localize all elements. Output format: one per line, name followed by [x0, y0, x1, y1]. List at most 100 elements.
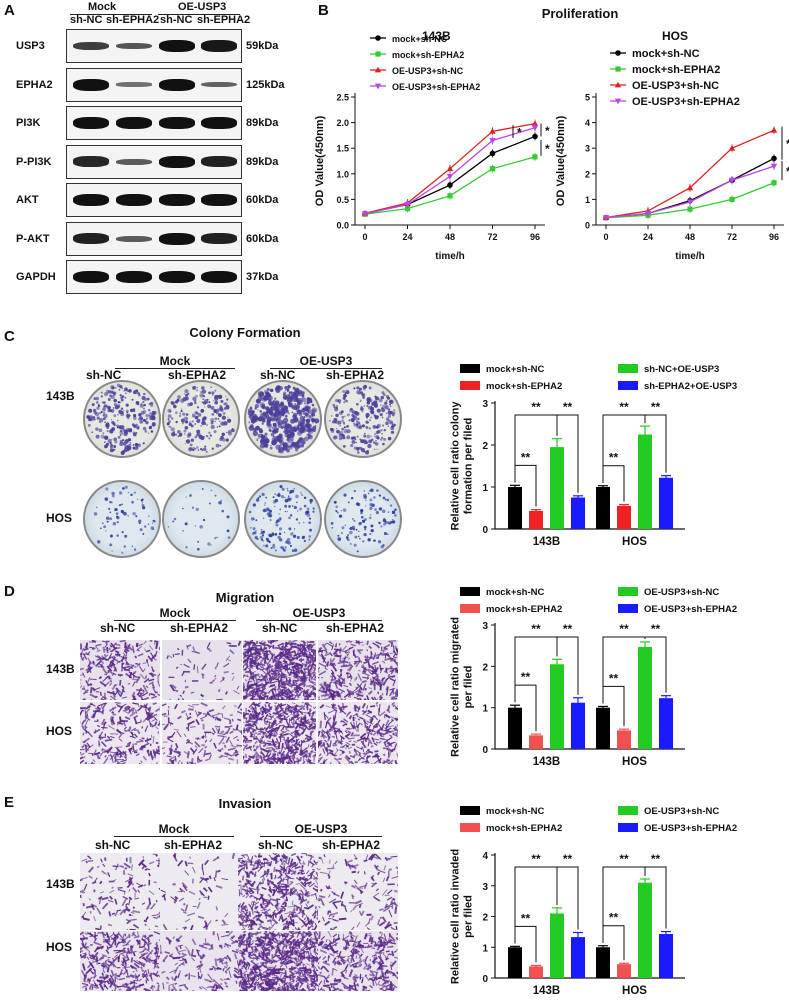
- legend-swatch: [618, 587, 638, 596]
- stain-texture: [160, 853, 236, 930]
- y-tick-label: 3: [585, 144, 590, 154]
- stain-texture: [80, 931, 160, 991]
- wb-band: [116, 235, 152, 242]
- group-line: [114, 836, 234, 837]
- data-point: [644, 211, 652, 217]
- wb-row-kda: 60kDa: [246, 194, 279, 206]
- y-tick-label: 2: [482, 662, 488, 673]
- colony-dish-hos: [324, 480, 402, 558]
- y-tick-label: 4: [482, 851, 488, 862]
- bar: [659, 477, 673, 529]
- data-point: [375, 35, 381, 41]
- legend-label: OE-USP3+sh-NC: [392, 66, 464, 76]
- y-tick-label: 2: [585, 169, 590, 179]
- panel-label-a: A: [4, 2, 15, 19]
- wb-row-kda: 59kDa: [246, 40, 279, 52]
- wb-band: [159, 155, 195, 168]
- y-tick-label: 0: [482, 525, 488, 536]
- legend-label: mock+sh-EPHA2: [392, 50, 464, 60]
- proliferation-title: Proliferation: [541, 6, 619, 21]
- legend-swatch: [460, 806, 480, 815]
- column-label: sh-NC: [260, 368, 296, 382]
- y-axis-label: formation per filed: [463, 418, 475, 515]
- bar: [571, 937, 585, 978]
- bar: [659, 934, 673, 978]
- y-axis-label: OD Value(450nm): [555, 115, 567, 206]
- data-point: [532, 154, 538, 160]
- group-label: Mock: [159, 606, 191, 620]
- y-axis-label: Relative cell ratio colony: [450, 401, 462, 531]
- wb-band: [73, 194, 109, 206]
- wb-band: [159, 232, 195, 245]
- wb-band: [159, 40, 195, 52]
- x-tick-label: 24: [402, 232, 412, 242]
- data-point: [771, 180, 777, 186]
- significance-bracket: [644, 866, 667, 929]
- wb-band: [116, 158, 152, 165]
- wb-band: [201, 271, 237, 283]
- column-label: sh-NC: [100, 621, 136, 635]
- group-line: [114, 620, 236, 621]
- y-tick-label: 0: [482, 974, 488, 985]
- stain-texture: [162, 640, 242, 700]
- data-point: [489, 150, 496, 157]
- legend-swatch: [618, 604, 638, 613]
- panel-label-e: E: [4, 794, 15, 811]
- bar: [529, 966, 543, 978]
- group-label: Mock: [158, 822, 190, 836]
- wb-row-box: [66, 144, 242, 179]
- data-point: [532, 133, 538, 140]
- stain-texture: [238, 853, 318, 930]
- proliferation-hos-chart: HOS 0 1 2 3 4 5 0 24 48 72 96 time/h OD Value(450nm) m…: [555, 29, 789, 262]
- legend-swatch: [460, 604, 480, 613]
- wb-band: [201, 117, 237, 129]
- column-label: sh-EPHA2: [164, 838, 223, 852]
- panel-label-b: B: [318, 2, 329, 19]
- legend-swatch: [460, 587, 480, 596]
- data-point: [375, 51, 381, 57]
- wb-band: [116, 117, 152, 129]
- y-tick-label: 4: [585, 118, 590, 128]
- wb-row-kda: 37kDa: [246, 271, 279, 283]
- bar: [550, 664, 564, 749]
- y-tick-label: 1: [482, 704, 488, 715]
- group-label: OE-USP3: [292, 606, 346, 620]
- y-tick-label: 3: [482, 882, 488, 893]
- wb-col-1: sh-NC: [70, 14, 103, 26]
- stain-texture: [243, 702, 316, 764]
- y-axis-label: Relative cell ratio invaded: [450, 849, 462, 984]
- wb-band: [159, 117, 195, 129]
- wb-row-label: P-PI3K: [16, 155, 52, 168]
- colony-bar-chart: mock+sh-NC mock+sh-EPHA2 sh-NC+OE-USP3 sh-E…: [450, 364, 737, 548]
- group-line: [115, 368, 235, 369]
- row-label: 143B: [46, 662, 75, 676]
- data-point: [489, 138, 496, 144]
- legend-label: mock+sh-EPHA2: [486, 604, 562, 615]
- significance-bracket: [556, 414, 579, 493]
- data-point: [404, 206, 411, 212]
- data-point: [602, 215, 610, 221]
- wb-band: [201, 156, 237, 167]
- significance-mark: **: [786, 137, 789, 151]
- wb-row-box: [66, 67, 242, 102]
- panel-label-c: C: [4, 328, 15, 345]
- colony-dish-hos: [83, 480, 161, 558]
- significance-bracket: [556, 866, 579, 930]
- wb-row-label: PI3K: [16, 117, 41, 129]
- legend-label: mock+sh-EPHA2: [486, 823, 562, 834]
- column-label: sh-NC: [258, 838, 294, 852]
- data-point: [771, 155, 777, 162]
- invasion-tile-hos: [160, 931, 238, 991]
- invasion-title: Invasion: [218, 796, 272, 811]
- bar: [659, 698, 673, 749]
- wb-col-3: sh-NC: [160, 14, 193, 26]
- y-tick-label: 1: [482, 943, 488, 954]
- significance-mark: **: [619, 622, 629, 636]
- bar: [617, 964, 631, 978]
- stain-texture: [93, 485, 156, 554]
- significance-mark: **: [609, 671, 619, 685]
- bar: [638, 434, 652, 529]
- migration-tile-143b: [80, 640, 160, 700]
- legend-label: mock+sh-NC: [486, 364, 544, 375]
- row-label: HOS: [46, 940, 73, 954]
